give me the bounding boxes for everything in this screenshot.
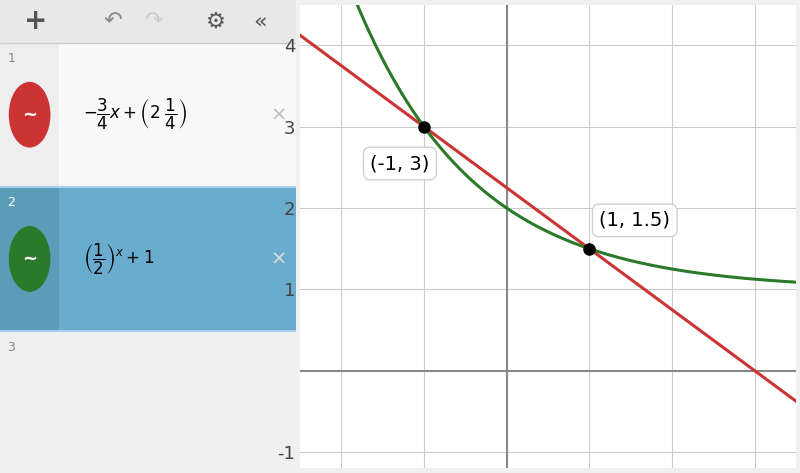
Text: ↷: ↷ bbox=[145, 11, 163, 31]
Text: ×: × bbox=[270, 249, 286, 269]
Text: $-\dfrac{3}{4}x + \left(2\;\dfrac{1}{4}\right)$: $-\dfrac{3}{4}x + \left(2\;\dfrac{1}{4}\… bbox=[83, 97, 187, 132]
Circle shape bbox=[10, 83, 50, 147]
Text: ↶: ↶ bbox=[103, 11, 122, 31]
Circle shape bbox=[10, 227, 50, 291]
Text: ⚙: ⚙ bbox=[206, 11, 226, 31]
FancyBboxPatch shape bbox=[0, 187, 296, 331]
Text: «: « bbox=[254, 11, 267, 31]
Text: +: + bbox=[24, 7, 47, 35]
Text: $\left(\dfrac{1}{2}\right)^x + 1$: $\left(\dfrac{1}{2}\right)^x + 1$ bbox=[83, 241, 154, 277]
FancyBboxPatch shape bbox=[0, 0, 296, 43]
Text: ~: ~ bbox=[22, 250, 37, 268]
Text: 1: 1 bbox=[7, 52, 15, 65]
Text: 2: 2 bbox=[7, 196, 15, 209]
Text: 3: 3 bbox=[7, 341, 15, 353]
FancyBboxPatch shape bbox=[0, 187, 59, 331]
Text: (-1, 3): (-1, 3) bbox=[370, 154, 430, 173]
Text: ~: ~ bbox=[22, 105, 37, 124]
Text: (1, 1.5): (1, 1.5) bbox=[599, 211, 670, 230]
Text: ×: × bbox=[270, 105, 286, 124]
FancyBboxPatch shape bbox=[0, 43, 296, 187]
FancyBboxPatch shape bbox=[0, 43, 59, 187]
